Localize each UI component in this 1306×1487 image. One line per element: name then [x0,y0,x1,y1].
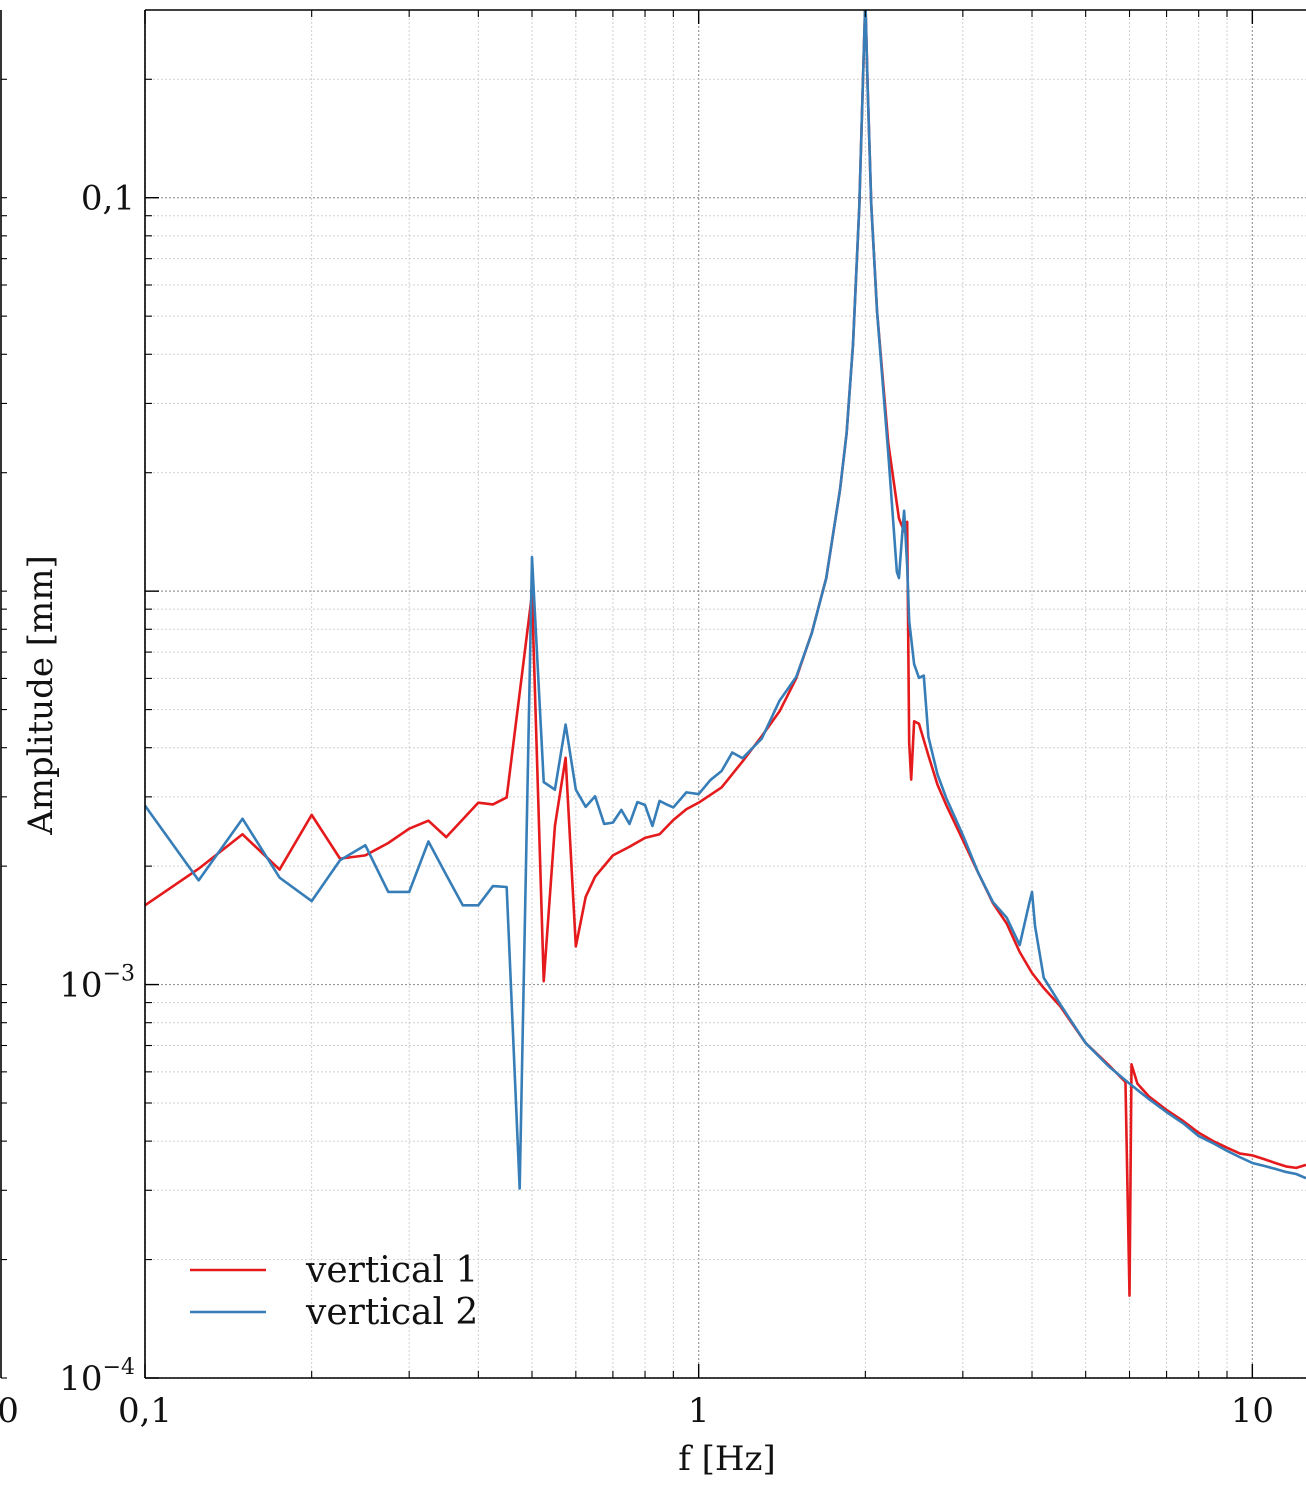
x-axis-label: f [Hz] [678,1439,775,1479]
legend-label-2: vertical 2 [305,1292,478,1333]
x-tick-label: 0,1 [118,1391,172,1431]
grid-layer [144,10,1306,1379]
y-tick-label: 10−4 [59,1355,135,1399]
x-tick-label: 1 [688,1391,710,1431]
series-line-2 [145,10,1306,1190]
x-tick-label: 10 [1231,1391,1274,1431]
legend-label-1: vertical 1 [305,1250,478,1291]
axis-layer: 0,1 1 10 10−4 10−3 0,1 [0,9,1306,1431]
left-edge-tick-label: 0 [0,1391,19,1431]
series-line-1 [145,10,1306,1297]
y-tick-label: 10−3 [59,962,135,1006]
series-layer [145,10,1306,1297]
y-tick-label: 0,1 [81,179,135,219]
y-axis-label: Amplitude [mm] [21,555,61,836]
